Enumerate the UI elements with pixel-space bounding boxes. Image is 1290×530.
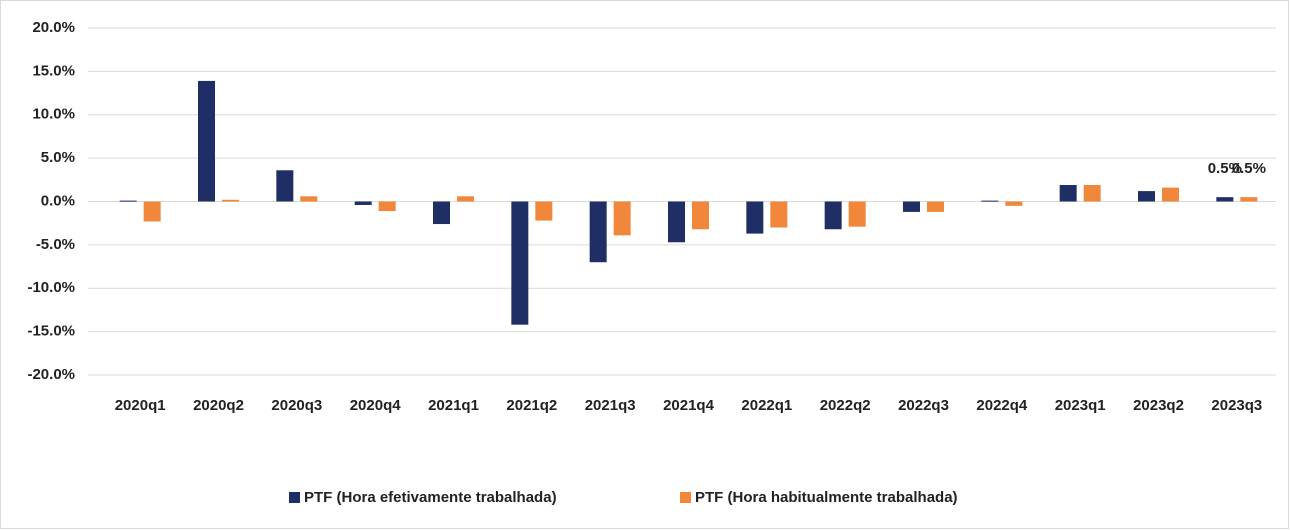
x-tick-label: 2023q2 — [1133, 397, 1184, 414]
bar — [1138, 191, 1155, 202]
bar — [1005, 201, 1023, 206]
x-tick-label: 2021q3 — [585, 397, 636, 414]
bar — [824, 201, 842, 230]
bar — [143, 201, 161, 222]
x-tick-label: 2020q1 — [115, 397, 166, 414]
y-tick-label: 10.0% — [32, 106, 75, 123]
x-tick-label: 2022q2 — [820, 397, 871, 414]
bar — [119, 200, 137, 202]
bar — [354, 201, 372, 205]
bar — [848, 201, 866, 227]
bar — [668, 201, 685, 243]
bar — [613, 201, 631, 236]
bar — [1216, 197, 1234, 202]
bar — [1162, 187, 1179, 202]
bar — [222, 199, 239, 202]
bar — [692, 201, 709, 230]
bar — [511, 201, 529, 325]
data-label: 0.5% — [1208, 160, 1242, 177]
bar — [535, 201, 553, 221]
bar — [981, 200, 999, 202]
x-tick-label: 2022q3 — [898, 397, 949, 414]
bar — [300, 196, 318, 202]
y-tick-label: 0.0% — [41, 192, 75, 209]
x-tick-label: 2020q4 — [350, 397, 402, 414]
legend-label: PTF (Hora efetivamente trabalhada) — [304, 489, 557, 506]
bar — [1059, 185, 1077, 202]
bar — [1083, 185, 1101, 202]
bar — [198, 80, 215, 202]
bar — [927, 201, 944, 212]
bar — [276, 170, 294, 202]
x-tick-label: 2021q1 — [428, 397, 479, 414]
y-tick-label: 15.0% — [32, 62, 75, 79]
x-tick-label: 2020q2 — [193, 397, 244, 414]
x-tick-label: 2020q3 — [271, 397, 322, 414]
legend-label: PTF (Hora habitualmente trabalhada) — [695, 489, 958, 506]
x-tick-label: 2023q1 — [1055, 397, 1106, 414]
bar — [746, 201, 764, 234]
data-label: 0.5% — [1232, 160, 1266, 177]
y-tick-label: 20.0% — [32, 19, 75, 36]
y-tick-label: -10.0% — [27, 279, 75, 296]
bar — [770, 201, 788, 228]
x-tick-label: 2023q3 — [1211, 397, 1262, 414]
bar — [457, 196, 474, 202]
bar — [903, 201, 920, 212]
bar — [433, 201, 450, 225]
bar — [378, 201, 396, 212]
x-tick-label: 2021q2 — [506, 397, 557, 414]
y-tick-label: 5.0% — [41, 149, 75, 166]
y-tick-label: -20.0% — [27, 366, 75, 383]
bar — [1240, 197, 1258, 202]
legend-swatch — [680, 492, 691, 503]
legend-swatch — [289, 492, 300, 503]
y-tick-label: -15.0% — [27, 323, 75, 340]
x-tick-label: 2022q4 — [976, 397, 1028, 414]
x-tick-label: 2021q4 — [663, 397, 715, 414]
bar — [589, 201, 607, 263]
y-tick-label: -5.0% — [36, 236, 75, 253]
x-tick-label: 2022q1 — [741, 397, 792, 414]
